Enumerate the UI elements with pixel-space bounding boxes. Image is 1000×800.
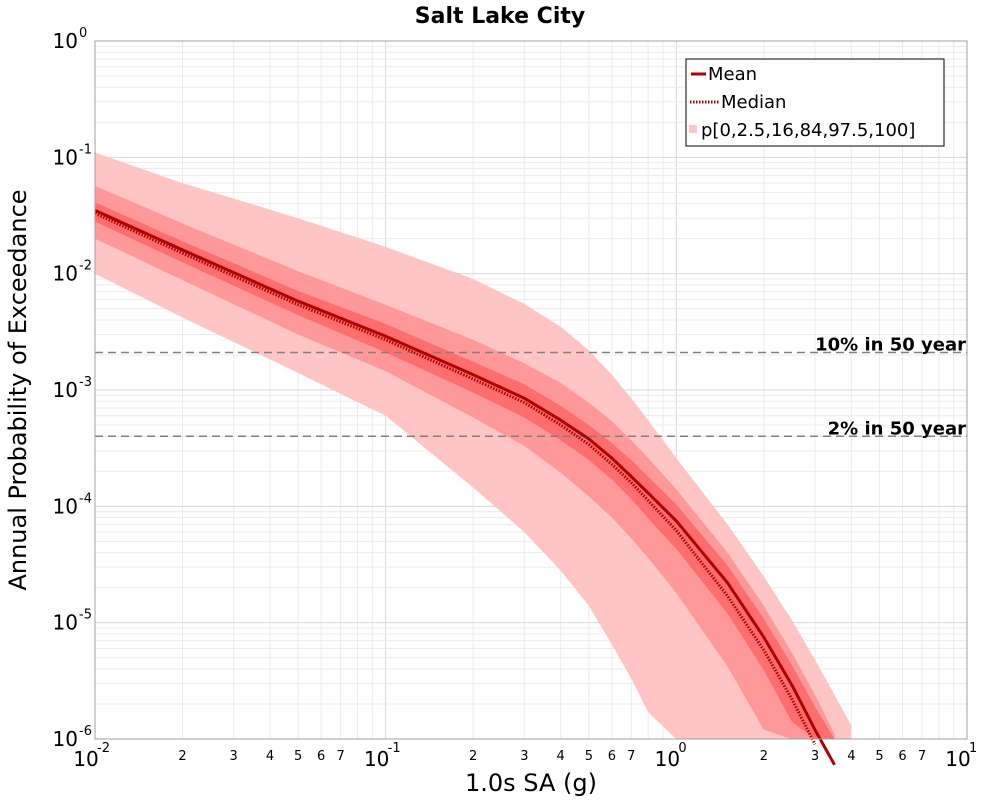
x-tick-label: 10 bbox=[655, 747, 680, 771]
x-minor-tick-label: 4 bbox=[847, 749, 855, 764]
y-tick-label: 10 bbox=[53, 262, 78, 286]
x-minor-tick-label: 5 bbox=[875, 749, 883, 764]
x-minor-tick-label: 5 bbox=[585, 749, 593, 764]
x-minor-tick-label: 6 bbox=[608, 749, 616, 764]
series-line-median bbox=[94, 211, 817, 745]
x-minor-tick-label: 7 bbox=[918, 749, 926, 764]
x-minor-tick-label: 3 bbox=[230, 749, 238, 764]
chart-title: Salt Lake City bbox=[415, 4, 585, 29]
legend-bands-swatch bbox=[689, 125, 697, 133]
y-tick-label: 10 bbox=[53, 727, 78, 751]
band-inner bbox=[95, 202, 835, 739]
y-tick-label: 10 bbox=[53, 378, 78, 402]
x-tick-exponent: -2 bbox=[97, 741, 110, 756]
x-minor-tick-label: 5 bbox=[294, 749, 302, 764]
band-middle bbox=[95, 185, 835, 739]
x-axis-label: 1.0s SA (g) bbox=[465, 769, 597, 797]
y-tick-label: 10 bbox=[53, 611, 78, 635]
x-minor-tick-label: 4 bbox=[266, 749, 274, 764]
y-tick-label: 10 bbox=[53, 29, 78, 53]
x-tick-label: 10 bbox=[945, 747, 970, 771]
series-lines bbox=[94, 209, 836, 766]
reference-lines: 10% in 50 year 2% in 50 year bbox=[95, 335, 967, 439]
reference-line-label: 10% in 50 year bbox=[815, 335, 966, 356]
x-minor-tick-label: 7 bbox=[337, 749, 345, 764]
x-tick-label: 10 bbox=[73, 747, 98, 771]
legend: Mean Median p[0,2.5,16,84,97.5,100] bbox=[685, 58, 945, 147]
legend-box bbox=[685, 58, 945, 147]
y-axis-label: Annual Probability of Exceedance bbox=[4, 189, 32, 590]
x-minor-tick-label: 6 bbox=[898, 749, 906, 764]
x-tick-exponent: 1 bbox=[969, 741, 977, 756]
reference-line-label: 2% in 50 year bbox=[828, 418, 966, 439]
y-tick-exponent: -5 bbox=[79, 608, 92, 623]
y-tick-exponent: -4 bbox=[79, 491, 92, 506]
series-line-mean bbox=[94, 209, 836, 766]
x-minor-tick-label: 7 bbox=[627, 749, 635, 764]
x-minor-tick-label: 2 bbox=[178, 749, 186, 764]
legend-median-label: Median bbox=[721, 92, 786, 113]
y-tick-exponent: 0 bbox=[79, 26, 87, 41]
x-tick-exponent: -1 bbox=[388, 741, 401, 756]
legend-bands-label: p[0,2.5,16,84,97.5,100] bbox=[701, 120, 915, 141]
y-tick-exponent: -2 bbox=[79, 259, 92, 274]
x-tick-exponent: 0 bbox=[678, 741, 686, 756]
x-minor-tick-label: 3 bbox=[520, 749, 528, 764]
y-tick-exponent: -1 bbox=[79, 142, 92, 157]
y-tick-label: 10 bbox=[53, 145, 78, 169]
x-minor-tick-label: 2 bbox=[469, 749, 477, 764]
x-minor-tick-label: 2 bbox=[760, 749, 768, 764]
x-minor-tick-label: 4 bbox=[557, 749, 565, 764]
x-minor-tick-label: 6 bbox=[317, 749, 325, 764]
plot-frame bbox=[94, 40, 968, 740]
x-minor-tick-label: 3 bbox=[811, 749, 819, 764]
y-tick-exponent: -6 bbox=[79, 724, 92, 739]
x-tick-label: 10 bbox=[364, 747, 389, 771]
y-tick-label: 10 bbox=[53, 494, 78, 518]
legend-mean-label: Mean bbox=[708, 64, 757, 85]
y-tick-exponent: -3 bbox=[79, 375, 92, 390]
